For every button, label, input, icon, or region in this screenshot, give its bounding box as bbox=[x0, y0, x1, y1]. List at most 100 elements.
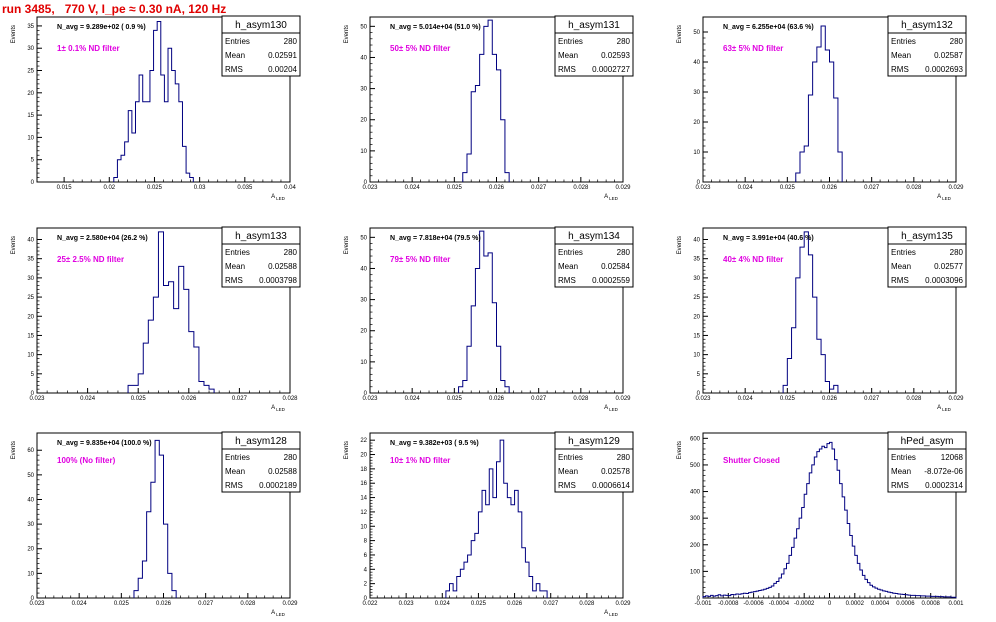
stats-label: RMS bbox=[225, 481, 243, 490]
y-tick-label: 10 bbox=[360, 360, 367, 366]
stats-box bbox=[887, 226, 967, 288]
stats-label: RMS bbox=[558, 481, 576, 490]
x-axis-label: ALED bbox=[271, 610, 286, 617]
x-tick-label: 0.0006 bbox=[896, 601, 915, 607]
stats-value: 280 bbox=[617, 37, 631, 46]
x-axis-label: ALED bbox=[604, 405, 619, 412]
stats-box bbox=[887, 431, 967, 493]
y-tick-label: 10 bbox=[27, 135, 34, 141]
stats-value: 0.0003096 bbox=[925, 276, 963, 285]
stats-label: Mean bbox=[225, 51, 245, 60]
x-tick-label: 0.025 bbox=[780, 396, 796, 402]
stats-label: Mean bbox=[891, 467, 911, 476]
x-tick-label: 0.028 bbox=[282, 396, 298, 402]
histogram-name: h_asym131 bbox=[568, 20, 620, 31]
x-tick-label: -0.0002 bbox=[794, 601, 815, 607]
y-tick-label: 30 bbox=[27, 46, 34, 52]
stats-value: 0.02588 bbox=[268, 467, 297, 476]
histogram-name: h_asym132 bbox=[901, 20, 953, 31]
y-tick-label: 20 bbox=[360, 329, 367, 335]
stats-value: 0.02587 bbox=[934, 51, 963, 60]
stats-value: 0.02584 bbox=[601, 262, 630, 271]
n-avg-annotation: N_avg = 2.580e+04 (26.2 %) bbox=[57, 235, 148, 242]
y-tick-label: 30 bbox=[693, 90, 700, 96]
x-tick-label: 0.024 bbox=[405, 396, 421, 402]
stats-label: Mean bbox=[558, 51, 578, 60]
stats-label: Mean bbox=[891, 262, 911, 271]
plot-frame bbox=[369, 432, 624, 599]
y-tick-label: 0 bbox=[31, 180, 35, 186]
y-tick-label: 50 bbox=[360, 235, 367, 241]
x-axis-label: ALED bbox=[271, 405, 286, 412]
stats-value: 280 bbox=[950, 37, 964, 46]
x-tick-label: 0.024 bbox=[72, 601, 88, 607]
x-tick-label: -0.0004 bbox=[769, 601, 790, 607]
histogram-line bbox=[795, 25, 843, 182]
x-tick-label: 0.0002 bbox=[846, 601, 865, 607]
histogram-panel-h_asym133: 0.023 0.024 0.025 0.026 0.027 0.028 0 5 10 15 20 25… bbox=[11, 226, 301, 412]
n-avg-annotation: N_avg = 5.014e+04 (51.0 %) bbox=[390, 24, 481, 31]
y-tick-label: 20 bbox=[27, 547, 34, 553]
stats-label: RMS bbox=[225, 276, 243, 285]
n-avg-annotation: N_avg = 7.818e+04 (79.5 %) bbox=[390, 235, 481, 242]
stats-value: 0.02593 bbox=[601, 51, 630, 60]
y-tick-label: 500 bbox=[690, 463, 701, 469]
x-axis-label: ALED bbox=[271, 194, 286, 201]
stats-label: Entries bbox=[558, 248, 583, 257]
y-axis-label: Events bbox=[677, 441, 683, 459]
histogram-panel-hPed_asym: -0.001 -0.0008 -0.0006 -0.0004 -0.0002 0 0.000… bbox=[677, 431, 967, 607]
y-tick-label: 40 bbox=[693, 238, 700, 244]
x-tick-label: 0.025 bbox=[780, 185, 796, 191]
stats-label: Mean bbox=[558, 262, 578, 271]
x-tick-label: 0.027 bbox=[198, 601, 214, 607]
stats-value: 0.0006614 bbox=[592, 481, 630, 490]
x-tick-label: 0.023 bbox=[362, 396, 378, 402]
histogram-panel-h_asym134: 0.023 0.024 0.025 0.026 0.027 0.028 0.029 0 10 20… bbox=[344, 226, 634, 412]
y-tick-label: 0 bbox=[364, 391, 368, 397]
x-tick-label: 0.024 bbox=[738, 185, 754, 191]
x-tick-label: 0.028 bbox=[240, 601, 256, 607]
stats-value: 0.0002314 bbox=[925, 481, 963, 490]
y-tick-label: 16 bbox=[360, 481, 367, 487]
filter-note: 63± 5% ND filter bbox=[723, 44, 783, 53]
n-avg-annotation: N_avg = 9.382e+03 ( 9.5 %) bbox=[390, 440, 479, 447]
y-tick-label: 22 bbox=[360, 438, 367, 444]
y-tick-label: 0 bbox=[697, 596, 701, 602]
page-title: run 3485, 770 V, I_pe ≈ 0.30 nA, 120 Hz bbox=[2, 2, 227, 16]
x-tick-label: 0.024 bbox=[405, 185, 421, 191]
y-tick-label: 20 bbox=[27, 91, 34, 97]
x-tick-label: 0.025 bbox=[114, 601, 130, 607]
stats-value: 0.0003798 bbox=[259, 276, 297, 285]
x-tick-label: 0.029 bbox=[282, 601, 298, 607]
x-tick-label: 0.024 bbox=[435, 601, 451, 607]
x-tick-label: 0.023 bbox=[29, 396, 45, 402]
stats-label: Mean bbox=[225, 262, 245, 271]
x-axis-label: ALED bbox=[604, 194, 619, 201]
stats-value: 0.02591 bbox=[268, 51, 297, 60]
x-tick-label: 0.026 bbox=[156, 601, 172, 607]
y-tick-label: 10 bbox=[360, 524, 367, 530]
y-tick-label: 25 bbox=[27, 69, 34, 75]
filter-note: 10± 1% ND filter bbox=[390, 456, 450, 465]
x-tick-label: -0.0006 bbox=[743, 601, 764, 607]
stats-label: RMS bbox=[558, 65, 576, 74]
x-tick-label: 0.027 bbox=[232, 396, 248, 402]
y-tick-label: 2 bbox=[364, 582, 368, 588]
x-tick-label: 0.028 bbox=[906, 185, 922, 191]
y-tick-label: 400 bbox=[690, 490, 701, 496]
histogram-line bbox=[702, 441, 957, 598]
stats-box bbox=[554, 15, 634, 77]
stats-box bbox=[221, 226, 301, 288]
n-avg-annotation: N_avg = 3.991e+04 (40.6 %) bbox=[723, 235, 814, 242]
y-tick-label: 10 bbox=[27, 353, 34, 359]
x-tick-label: 0.023 bbox=[399, 601, 415, 607]
x-tick-label: 0.027 bbox=[864, 185, 880, 191]
y-tick-label: 40 bbox=[27, 238, 34, 244]
x-tick-label: 0.024 bbox=[738, 396, 754, 402]
y-tick-label: 4 bbox=[364, 567, 368, 573]
x-tick-label: 0.026 bbox=[489, 396, 505, 402]
stats-label: Entries bbox=[558, 37, 583, 46]
x-tick-label: 0.023 bbox=[695, 396, 711, 402]
x-tick-label: 0.029 bbox=[615, 396, 631, 402]
stats-value: 280 bbox=[617, 248, 631, 257]
